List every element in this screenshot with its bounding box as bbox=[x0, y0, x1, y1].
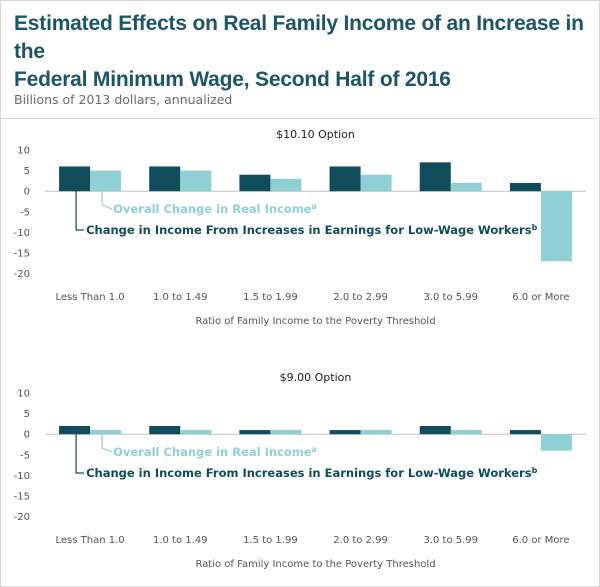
bar-overall bbox=[90, 430, 122, 435]
bar-earnings bbox=[239, 430, 271, 435]
x-category-label: 1.0 to 1.49 bbox=[153, 535, 208, 546]
bar-earnings bbox=[509, 430, 541, 435]
x-category-label: 1.5 to 1.99 bbox=[243, 292, 298, 303]
y-tick-label: 10 bbox=[17, 146, 30, 157]
legend-label-overall: Overall Change in Real Incomea bbox=[113, 445, 317, 459]
figure-title: Estimated Effects on Real Family Income … bbox=[14, 10, 584, 94]
title-line-1: Estimated Effects on Real Family Income … bbox=[14, 12, 584, 63]
x-category-label: 3.0 to 5.99 bbox=[423, 292, 478, 303]
chart-title: $10.10 Option bbox=[276, 128, 355, 141]
y-tick-label: 5 bbox=[24, 409, 30, 420]
callout-line-overall bbox=[101, 170, 113, 210]
bar-overall bbox=[360, 174, 392, 192]
x-category-label: 3.0 to 5.99 bbox=[423, 535, 478, 546]
callout-line-overall bbox=[101, 430, 113, 453]
x-category-label: Less Than 1.0 bbox=[56, 535, 125, 546]
y-tick-label: 5 bbox=[24, 166, 30, 177]
chart-title: $9.00 Option bbox=[280, 371, 352, 384]
y-tick-label: -20 bbox=[14, 512, 30, 523]
bar-overall bbox=[540, 191, 572, 262]
bar-earnings bbox=[419, 162, 451, 192]
bar-overall bbox=[90, 170, 122, 192]
bar-overall bbox=[270, 430, 302, 435]
y-tick-label: -20 bbox=[14, 269, 30, 280]
bar-earnings bbox=[419, 425, 451, 435]
x-category-label: 1.0 to 1.49 bbox=[153, 292, 208, 303]
y-tick-label: -10 bbox=[14, 471, 30, 482]
bar-overall bbox=[450, 430, 482, 435]
x-category-label: 1.5 to 1.99 bbox=[243, 535, 298, 546]
chart-panel-10-10: $10.10 Option 10 5 0 -5 -10 -15 -20 Less Than 1.… bbox=[14, 128, 586, 327]
y-tick-label: 0 bbox=[24, 187, 30, 198]
bar-earnings bbox=[239, 174, 271, 192]
bar-earnings bbox=[509, 182, 541, 192]
title-line-2: Federal Minimum Wage, Second Half of 201… bbox=[14, 68, 451, 91]
bar-earnings bbox=[59, 425, 91, 435]
x-category-label: 6.0 or More bbox=[512, 535, 569, 546]
callout-line-earnings bbox=[75, 166, 85, 231]
y-tick-label: 0 bbox=[24, 430, 30, 441]
bar-earnings bbox=[329, 430, 361, 435]
y-tick-label: -15 bbox=[14, 492, 30, 503]
bar-earnings bbox=[149, 425, 181, 435]
y-tick-label: -5 bbox=[20, 450, 30, 461]
y-tick-label: 10 bbox=[17, 389, 30, 400]
bar-overall bbox=[180, 430, 212, 435]
x-axis-title: Ratio of Family Income to the Poverty Th… bbox=[195, 559, 435, 570]
y-tick-label: -15 bbox=[14, 249, 30, 260]
figure-subtitle: Billions of 2013 dollars, annualized bbox=[14, 92, 233, 107]
y-tick-label: -10 bbox=[14, 228, 30, 239]
y-tick-label: -5 bbox=[20, 207, 30, 218]
legend-label-earnings: Change in Income From Increases in Earni… bbox=[86, 223, 537, 237]
bar-overall bbox=[360, 430, 392, 435]
bar-overall bbox=[450, 182, 482, 192]
bar-overall bbox=[540, 434, 572, 451]
legend-label-earnings: Change in Income From Increases in Earni… bbox=[86, 466, 537, 480]
x-category-label: 2.0 to 2.99 bbox=[333, 292, 388, 303]
bar-earnings bbox=[59, 166, 91, 192]
bar-earnings bbox=[149, 166, 181, 192]
chart-panel-9-00: $9.00 Option 10 5 0 -5 -10 -15 -20 Less Than 1.0… bbox=[14, 371, 586, 570]
x-category-label: 6.0 or More bbox=[512, 292, 569, 303]
bar-earnings bbox=[329, 166, 361, 192]
x-category-label: Less Than 1.0 bbox=[56, 292, 125, 303]
x-category-label: 2.0 to 2.99 bbox=[333, 535, 388, 546]
header-divider bbox=[0, 118, 598, 119]
bar-overall bbox=[180, 170, 212, 192]
legend-label-overall: Overall Change in Real Incomea bbox=[113, 202, 317, 216]
x-axis-title: Ratio of Family Income to the Poverty Th… bbox=[195, 316, 435, 327]
bar-overall bbox=[270, 178, 302, 192]
callout-line-earnings bbox=[75, 425, 85, 474]
